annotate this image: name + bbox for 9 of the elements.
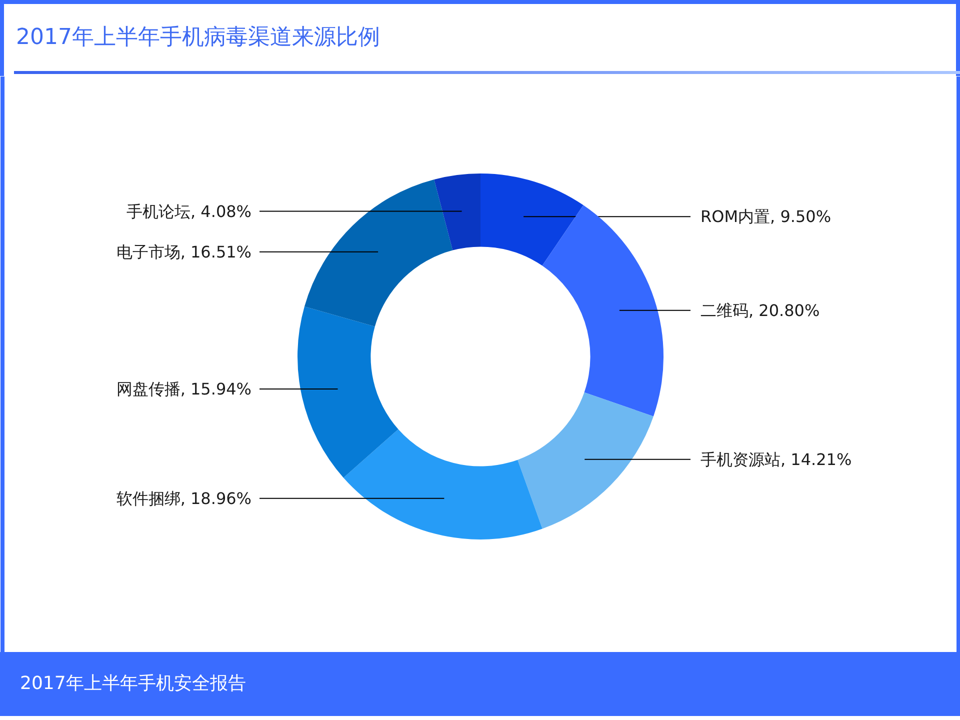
slice-label: 网盘传播, 15.94% [116, 379, 252, 398]
text: 2017年上半年手机安全报告 [20, 673, 246, 694]
chart-title: 2017年上半年手机病毒渠道来源比例 [16, 24, 380, 52]
slice-label: 软件捆绑, 18.96% [116, 488, 252, 508]
slice-label: 二维码, 20.80% [700, 300, 820, 320]
slice-label: 电子市场, 16.51% [116, 242, 252, 262]
slice-label: ROM内置, 9.50% [700, 207, 832, 226]
slice-label: 手机论坛, 4.08% [126, 202, 252, 221]
slice-label: 手机资源站, 14.21% [700, 450, 852, 469]
